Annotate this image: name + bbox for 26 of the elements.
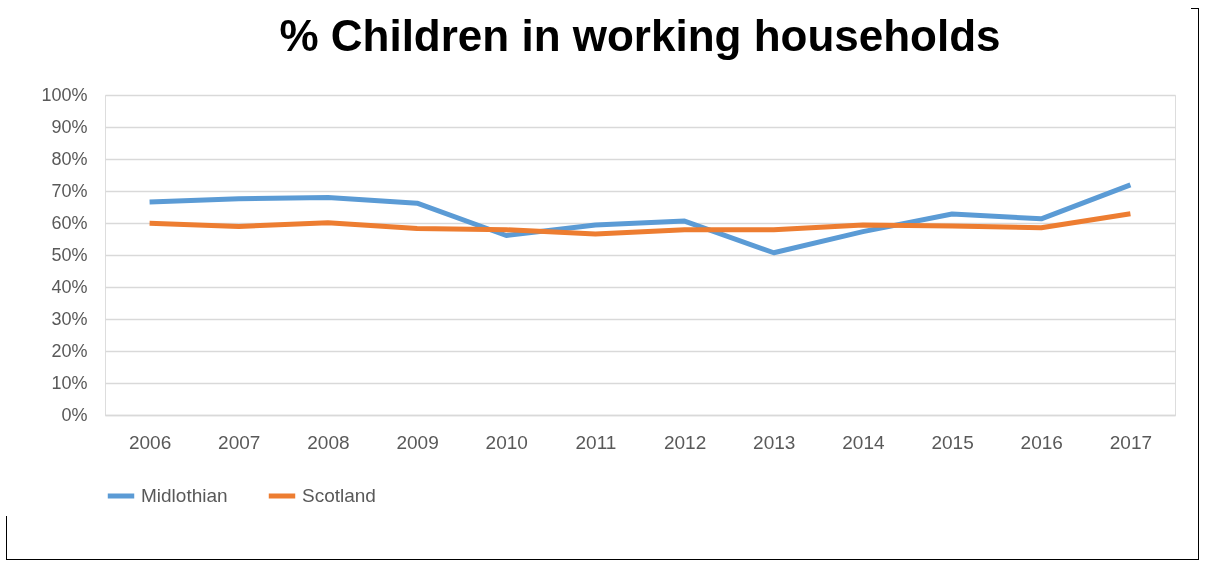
x-tick-label: 2015 (931, 431, 974, 453)
y-tick-label: 0% (61, 404, 88, 425)
x-tick-label: 2011 (575, 431, 617, 453)
y-tick-label: 10% (51, 372, 88, 393)
x-tick-label: 2007 (218, 431, 261, 453)
x-tick-label: 2016 (1020, 431, 1063, 453)
legend-label: Midlothian (141, 485, 228, 506)
x-tick-label: 2017 (1109, 431, 1153, 453)
x-tick-label: 2012 (663, 431, 707, 453)
y-tick-label: 30% (51, 308, 88, 329)
legend-label: Scotland (302, 485, 376, 506)
y-tick-label: 20% (51, 340, 88, 361)
y-tick-label: 60% (51, 212, 88, 233)
y-tick-label: 40% (51, 276, 88, 297)
y-tick-label: 80% (51, 148, 88, 169)
y-tick-label: 70% (51, 180, 88, 201)
x-tick-label: 2009 (396, 431, 439, 453)
y-tick-label: 90% (51, 116, 88, 137)
x-tick-label: 2013 (753, 431, 796, 453)
x-tick-label: 2010 (485, 431, 528, 453)
x-tick-label: 2006 (128, 431, 172, 453)
x-tick-label: 2008 (307, 431, 350, 453)
y-tick-label: 100% (41, 84, 88, 105)
x-tick-label: 2014 (842, 431, 885, 453)
chart-title: % Children in working households (279, 11, 1001, 60)
y-tick-label: 50% (51, 244, 88, 265)
